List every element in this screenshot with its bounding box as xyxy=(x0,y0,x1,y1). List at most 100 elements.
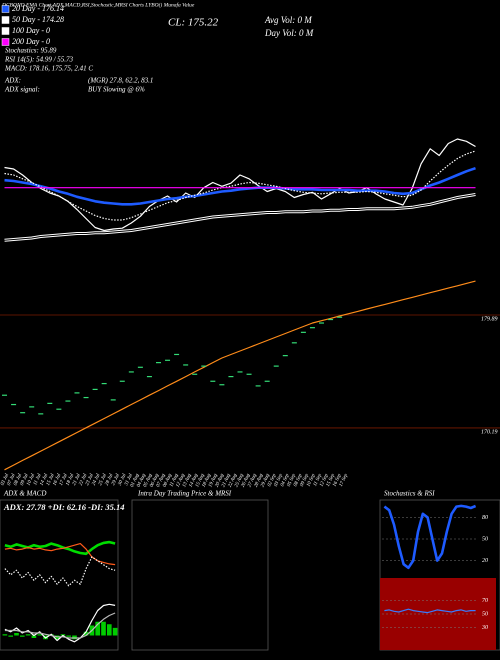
x-tick-label: 22 Jul xyxy=(79,473,89,487)
bar xyxy=(37,634,43,636)
series-line xyxy=(4,603,116,643)
series-line xyxy=(4,556,116,587)
y-tick-label: 20 xyxy=(482,558,488,564)
x-tick-label: 07 Aug xyxy=(156,473,167,488)
x-tick-label: 13 Aug xyxy=(182,473,193,488)
x-tick-label: 22 Aug xyxy=(228,473,239,488)
bar xyxy=(95,621,101,636)
page-title: DCBOND EMA Chart ADX,MACD,RSI,Stochastic… xyxy=(1,1,195,8)
legend-label: 20 Day - 176.14 xyxy=(12,4,64,13)
x-tick-label: 08 Jul xyxy=(13,473,23,487)
bar xyxy=(8,635,14,637)
day-volume: Day Vol: 0 M xyxy=(264,28,314,38)
x-tick-label: 19 Aug xyxy=(208,473,219,488)
y-tick-label: 50 xyxy=(482,611,488,617)
x-tick-label: 31 Jul xyxy=(124,473,134,487)
x-tick-label: 04 Aug xyxy=(137,473,148,488)
x-tick-label: 18 Aug xyxy=(202,473,213,488)
x-tick-label: 21 Jul xyxy=(72,473,82,487)
legend-swatch xyxy=(1,38,10,46)
x-tick-label: 14 Jul xyxy=(39,473,49,487)
bar xyxy=(112,627,118,636)
y-tick-label: 80 xyxy=(482,515,488,521)
bar xyxy=(60,634,66,636)
legend-label: 200 Day - 0 xyxy=(12,37,50,46)
stat: MACD: 178.16, 175.75, 2.41 C xyxy=(4,65,93,73)
legend-swatch xyxy=(1,5,10,13)
panel-title: Stochastics & RSI xyxy=(384,490,435,498)
x-tick-label: 11 Aug xyxy=(169,473,180,488)
bar xyxy=(72,635,77,640)
x-tick-label: 05 Sep xyxy=(287,473,297,488)
series-line xyxy=(4,150,476,221)
stat: ADX: xyxy=(4,77,21,85)
x-tick-label: 15 Sep xyxy=(326,473,336,488)
x-tick-label: 16 Sep xyxy=(332,473,342,488)
series-line xyxy=(4,166,476,206)
series-line xyxy=(4,540,116,556)
bar xyxy=(101,621,106,636)
x-tick-label: 24 Jul xyxy=(92,473,102,487)
x-tick-label: 28 Jul xyxy=(105,473,115,487)
x-tick-label: 02 Sep xyxy=(267,473,277,488)
stat: BUY Slowing @ 6% xyxy=(88,86,145,94)
x-tick-label: 15 Jul xyxy=(46,473,56,487)
bar xyxy=(25,634,31,636)
x-tick-label: 26 Aug xyxy=(241,473,252,488)
x-tick-label: 08 Aug xyxy=(163,473,174,488)
series-line xyxy=(4,194,476,241)
x-tick-label: 03 Jul xyxy=(0,473,10,487)
panel-subtitle: ADX: 27.78 +DI: 62.16 -DI: 35.14 xyxy=(3,502,125,512)
x-tick-label: 09 Sep xyxy=(300,473,310,488)
legend-label: 100 Day - 0 xyxy=(12,26,50,35)
x-tick-label: 16 Jul xyxy=(53,473,63,487)
x-tick-label: 08 Sep xyxy=(293,473,303,488)
y2-tick-label: 179.89 xyxy=(481,316,498,322)
bar xyxy=(14,633,19,636)
x-tick-label: 06 Aug xyxy=(150,473,161,488)
x-tick-label: 25 Jul xyxy=(98,473,108,487)
series-line xyxy=(4,138,476,232)
x-tick-label: 14 Aug xyxy=(189,473,200,488)
x-tick-label: 09 Jul xyxy=(20,473,30,487)
x-tick-label: 01 Aug xyxy=(130,473,141,488)
bar xyxy=(2,634,8,636)
x-tick-label: 12 Sep xyxy=(319,473,329,488)
y-tick-label: 50 xyxy=(482,536,488,542)
avg-volume: Avg Vol: 0 M xyxy=(264,15,312,25)
y-tick-label: 70 xyxy=(482,598,488,604)
legend-swatch xyxy=(1,16,10,24)
x-tick-label: 28 Aug xyxy=(254,473,265,488)
x-tick-label: 17 Jul xyxy=(59,473,69,487)
x-tick-label: 18 Jul xyxy=(66,473,76,487)
x-tick-label: 10 Jul xyxy=(26,473,36,487)
x-tick-label: 03 Sep xyxy=(274,473,284,488)
stat: RSI 14(5): 54.99 / 55.73 xyxy=(4,56,74,64)
x-tick-label: 05 Aug xyxy=(143,473,154,488)
x-tick-label: 21 Aug xyxy=(221,473,232,488)
close-price: CL: 175.22 xyxy=(168,17,219,29)
x-tick-label: 15 Aug xyxy=(195,473,206,488)
bar xyxy=(19,635,25,637)
stat: ADX signal: xyxy=(4,86,40,94)
x-tick-label: 20 Aug xyxy=(215,473,226,488)
x-tick-label: 30 Jul xyxy=(118,473,128,487)
series-line xyxy=(384,608,476,614)
series-line xyxy=(4,280,476,471)
x-tick-label: 27 Aug xyxy=(247,473,258,488)
x-tick-label: 11 Sep xyxy=(313,473,323,487)
series-line xyxy=(383,504,477,570)
bar xyxy=(31,635,37,638)
x-tick-label: 10 Sep xyxy=(306,473,316,488)
stat: Stochastics: 95.89 xyxy=(5,47,57,55)
x-tick-label: 29 Aug xyxy=(260,473,271,488)
x-tick-label: 17 Sep xyxy=(339,473,349,488)
y2-tick-label: 170.19 xyxy=(481,429,498,435)
panel-border xyxy=(0,499,119,651)
x-tick-label: 23 Jul xyxy=(85,473,95,487)
legend-swatch xyxy=(1,27,10,35)
x-tick-label: 11 Jul xyxy=(33,473,43,487)
x-tick-label: 29 Jul xyxy=(111,473,121,487)
legend-label: 50 Day - 174.28 xyxy=(12,15,64,24)
